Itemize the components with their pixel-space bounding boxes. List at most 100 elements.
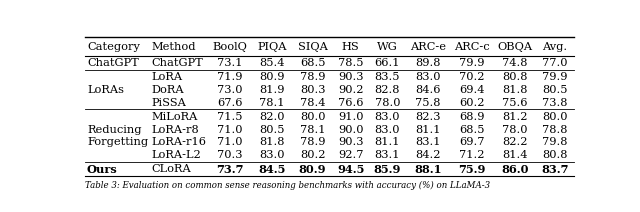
Text: HS: HS (342, 42, 360, 52)
Text: 90.3: 90.3 (338, 72, 364, 82)
Text: 83.0: 83.0 (374, 125, 400, 135)
Text: 80.9: 80.9 (299, 164, 326, 175)
Text: Avg.: Avg. (542, 42, 567, 52)
Text: 60.2: 60.2 (460, 98, 485, 107)
Text: LoRA-r8: LoRA-r8 (151, 125, 199, 135)
Text: PiSSA: PiSSA (151, 98, 186, 107)
Text: PIQA: PIQA (257, 42, 287, 52)
Text: 75.6: 75.6 (502, 98, 528, 107)
Text: 80.8: 80.8 (502, 72, 528, 82)
Text: 83.1: 83.1 (374, 150, 400, 160)
Text: 88.1: 88.1 (414, 164, 442, 175)
Text: 70.2: 70.2 (460, 72, 485, 82)
Text: 67.6: 67.6 (217, 98, 243, 107)
Text: 83.0: 83.0 (415, 72, 441, 82)
Text: 73.0: 73.0 (217, 85, 243, 95)
Text: 81.4: 81.4 (502, 150, 528, 160)
Text: 81.8: 81.8 (259, 137, 285, 147)
Text: 91.0: 91.0 (338, 112, 364, 122)
Text: 83.5: 83.5 (374, 72, 400, 82)
Text: 71.9: 71.9 (217, 72, 243, 82)
Text: 84.6: 84.6 (415, 85, 441, 95)
Text: 80.3: 80.3 (300, 85, 325, 95)
Text: Ours: Ours (87, 164, 118, 175)
Text: 81.2: 81.2 (502, 112, 528, 122)
Text: 78.1: 78.1 (259, 98, 285, 107)
Text: 84.2: 84.2 (415, 150, 441, 160)
Text: 81.8: 81.8 (502, 85, 528, 95)
Text: ChatGPT: ChatGPT (87, 58, 139, 68)
Text: BoolQ: BoolQ (212, 42, 247, 52)
Text: 78.0: 78.0 (502, 125, 528, 135)
Text: 92.7: 92.7 (338, 150, 364, 160)
Text: 80.0: 80.0 (300, 112, 325, 122)
Text: 66.1: 66.1 (374, 58, 400, 68)
Text: DoRA: DoRA (151, 85, 184, 95)
Text: SIQA: SIQA (298, 42, 328, 52)
Text: 75.9: 75.9 (458, 164, 486, 175)
Text: 71.0: 71.0 (217, 125, 243, 135)
Text: WG: WG (377, 42, 398, 52)
Text: Method: Method (151, 42, 196, 52)
Text: 79.9: 79.9 (542, 72, 568, 82)
Text: 83.7: 83.7 (541, 164, 568, 175)
Text: 74.8: 74.8 (502, 58, 528, 68)
Text: 82.0: 82.0 (259, 112, 285, 122)
Text: 78.9: 78.9 (300, 72, 325, 82)
Text: 90.2: 90.2 (338, 85, 364, 95)
Text: 71.2: 71.2 (460, 150, 485, 160)
Text: LoRA-r16: LoRA-r16 (151, 137, 206, 147)
Text: 68.5: 68.5 (300, 58, 325, 68)
Text: OBQA: OBQA (497, 42, 532, 52)
Text: 76.6: 76.6 (338, 98, 364, 107)
Text: 82.8: 82.8 (374, 85, 400, 95)
Text: 80.8: 80.8 (542, 150, 568, 160)
Text: 81.9: 81.9 (259, 85, 285, 95)
Text: 78.4: 78.4 (300, 98, 325, 107)
Text: 94.5: 94.5 (337, 164, 364, 175)
Text: 83.0: 83.0 (259, 150, 285, 160)
Text: 81.1: 81.1 (415, 125, 441, 135)
Text: 80.0: 80.0 (542, 112, 568, 122)
Text: ARC-c: ARC-c (454, 42, 490, 52)
Text: 75.8: 75.8 (415, 98, 441, 107)
Text: 71.5: 71.5 (217, 112, 243, 122)
Text: LoRA-L2: LoRA-L2 (151, 150, 201, 160)
Text: 80.5: 80.5 (259, 125, 285, 135)
Text: 68.5: 68.5 (460, 125, 485, 135)
Text: 80.9: 80.9 (259, 72, 285, 82)
Text: 80.5: 80.5 (542, 85, 568, 95)
Text: 86.0: 86.0 (501, 164, 529, 175)
Text: 73.1: 73.1 (217, 58, 243, 68)
Text: 78.1: 78.1 (300, 125, 325, 135)
Text: Category: Category (87, 42, 140, 52)
Text: 80.2: 80.2 (300, 150, 325, 160)
Text: 82.2: 82.2 (502, 137, 528, 147)
Text: 89.8: 89.8 (415, 58, 441, 68)
Text: LoRA: LoRA (151, 72, 182, 82)
Text: 73.8: 73.8 (542, 98, 568, 107)
Text: 85.4: 85.4 (259, 58, 285, 68)
Text: 70.3: 70.3 (217, 150, 243, 160)
Text: 79.8: 79.8 (542, 137, 568, 147)
Text: 90.0: 90.0 (338, 125, 364, 135)
Text: Reducing
Forgetting: Reducing Forgetting (87, 125, 148, 147)
Text: 68.9: 68.9 (460, 112, 485, 122)
Text: 73.7: 73.7 (216, 164, 243, 175)
Text: LoRAs: LoRAs (87, 85, 124, 95)
Text: 77.0: 77.0 (542, 58, 568, 68)
Text: 81.1: 81.1 (374, 137, 400, 147)
Text: 78.0: 78.0 (374, 98, 400, 107)
Text: 78.5: 78.5 (338, 58, 364, 68)
Text: 85.9: 85.9 (374, 164, 401, 175)
Text: 78.8: 78.8 (542, 125, 568, 135)
Text: 83.1: 83.1 (415, 137, 441, 147)
Text: 82.3: 82.3 (415, 112, 441, 122)
Text: MiLoRA: MiLoRA (151, 112, 198, 122)
Text: ChatGPT: ChatGPT (151, 58, 203, 68)
Text: CLoRA: CLoRA (151, 164, 191, 174)
Text: 69.4: 69.4 (460, 85, 485, 95)
Text: 84.5: 84.5 (259, 164, 285, 175)
Text: 78.9: 78.9 (300, 137, 325, 147)
Text: 83.0: 83.0 (374, 112, 400, 122)
